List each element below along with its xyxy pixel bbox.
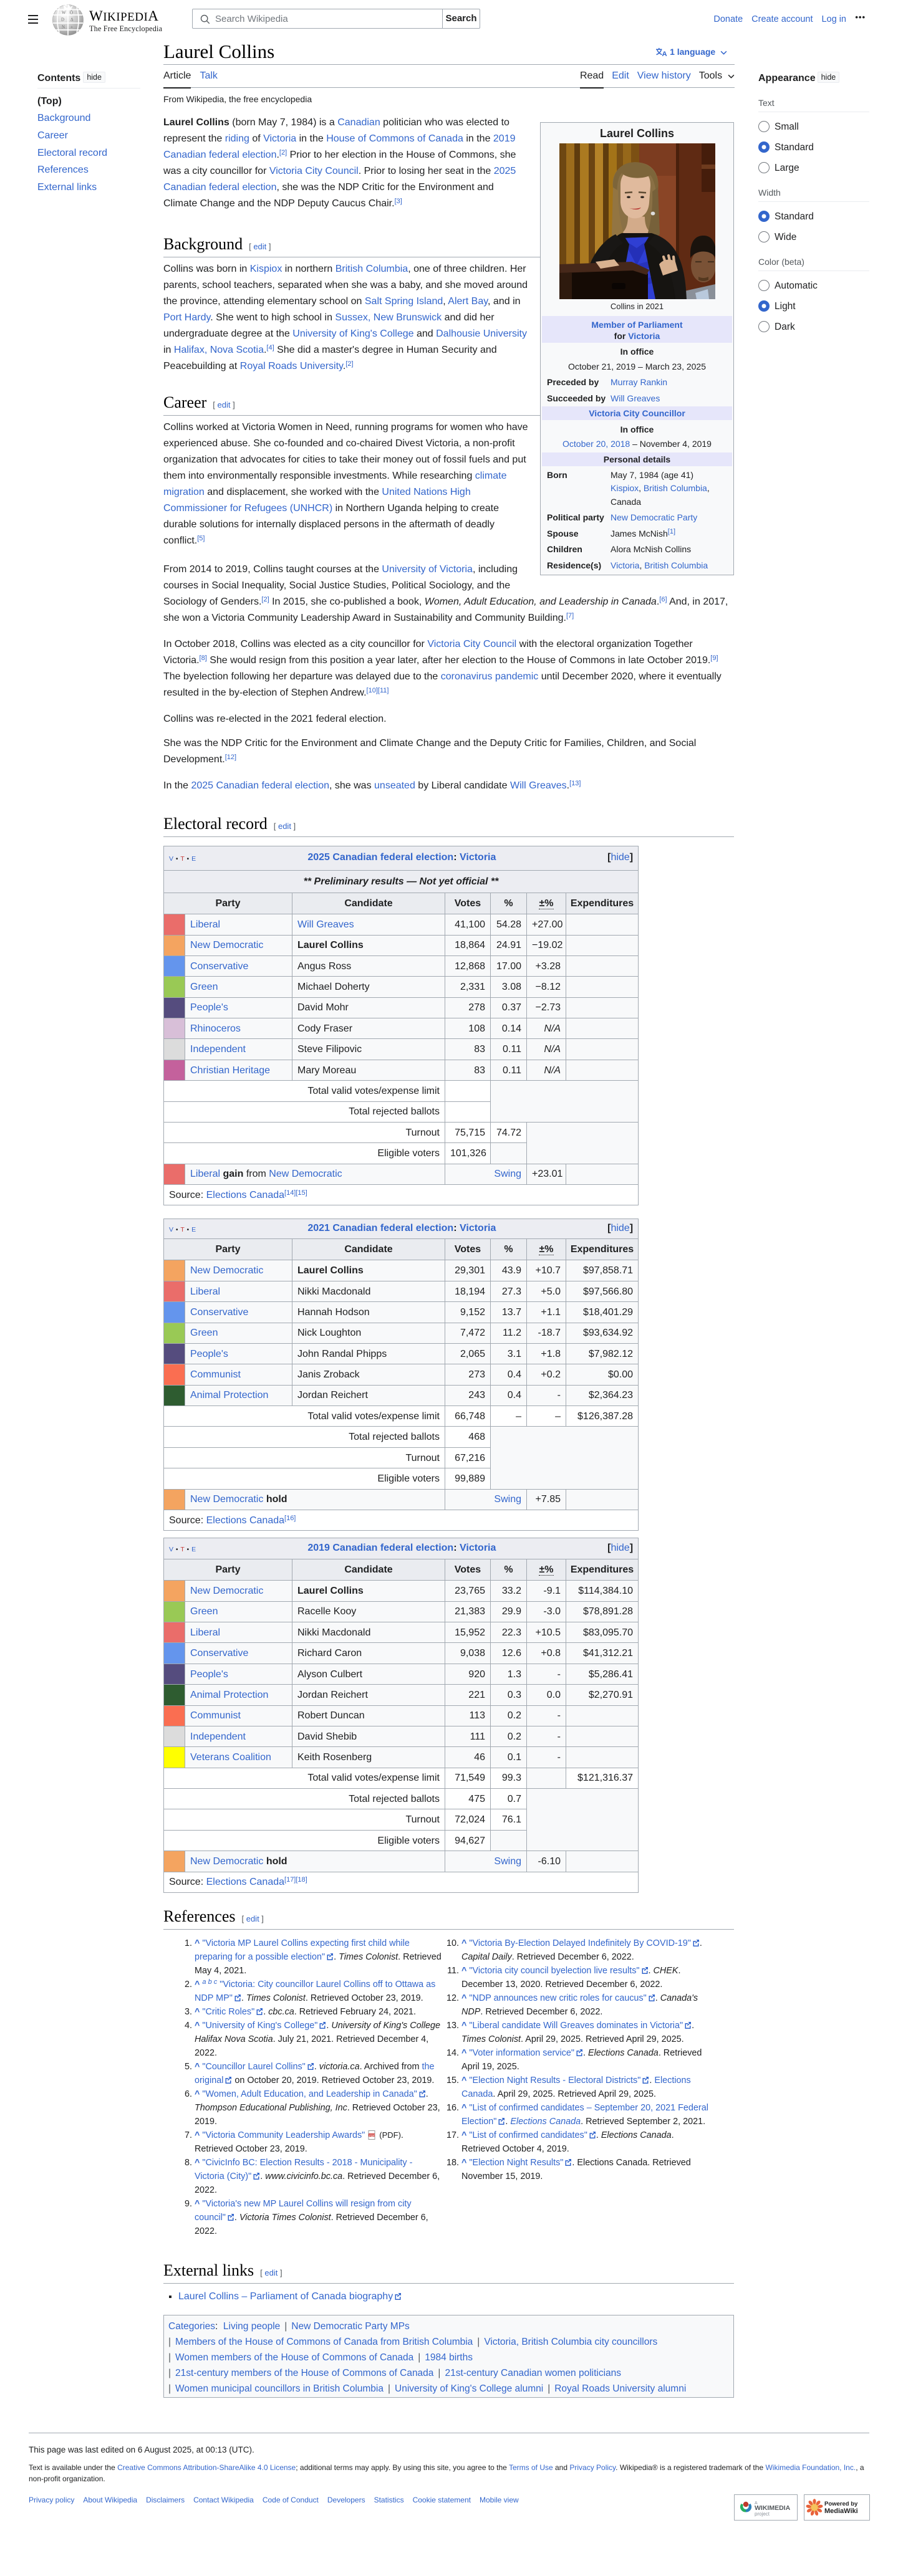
svg-text:W: W — [62, 11, 66, 16]
svg-text:Δ: Δ — [70, 17, 74, 22]
svg-text:N: N — [62, 25, 65, 30]
svg-text:A: A — [755, 2501, 758, 2506]
svg-text:PDF: PDF — [369, 2133, 375, 2137]
svg-text:D: D — [61, 17, 64, 22]
svg-text:project: project — [755, 2511, 770, 2517]
svg-text:Ō: Ō — [70, 11, 73, 16]
svg-text:Powered by: Powered by — [824, 2501, 858, 2507]
svg-text:A: A — [662, 50, 667, 57]
svg-text:+: + — [70, 25, 73, 30]
svg-text:MediaWiki: MediaWiki — [824, 2507, 858, 2515]
svg-text:WIKIMEDIA: WIKIMEDIA — [755, 2504, 791, 2512]
